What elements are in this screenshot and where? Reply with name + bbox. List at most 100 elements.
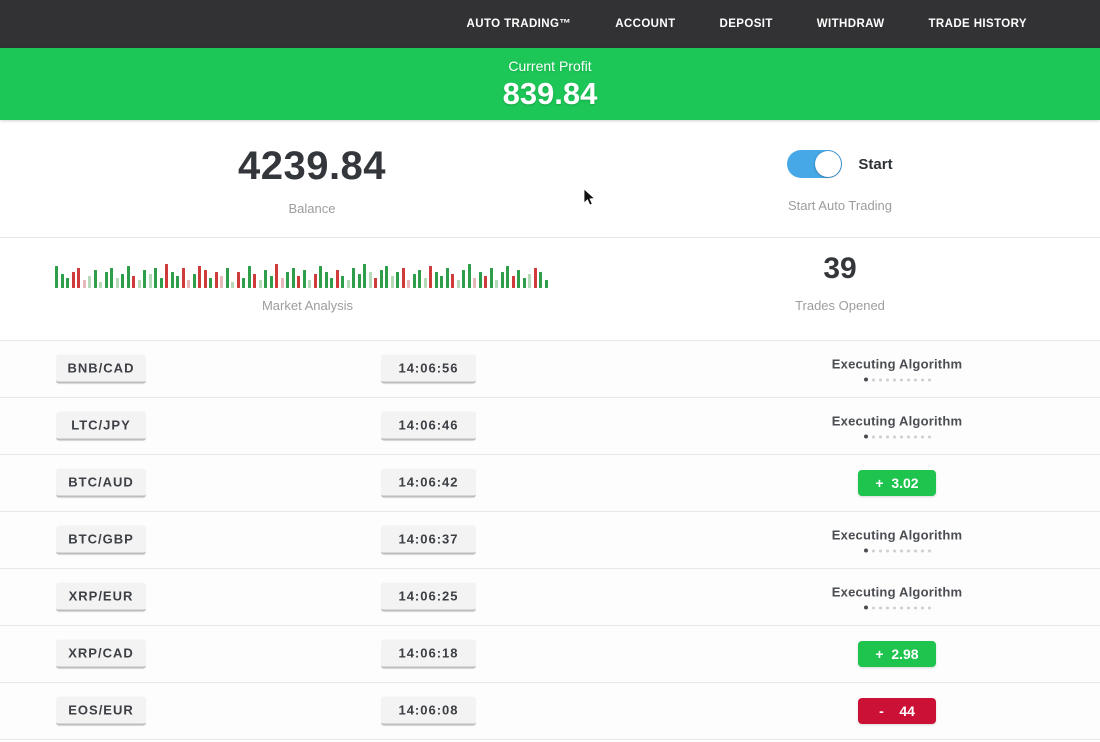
loader-dot: [878, 435, 882, 438]
trade-status: Executing Algorithm: [817, 414, 977, 439]
current-profit-banner: Current Profit 839.84: [0, 48, 1100, 120]
market-bar: [407, 280, 410, 288]
time-chip: 14:06:25: [381, 582, 476, 612]
market-bar: [104, 272, 108, 288]
market-bar: [77, 268, 80, 288]
loader-dot: [920, 549, 924, 552]
market-bar: [500, 272, 504, 288]
time-chip: 14:06:56: [381, 354, 476, 384]
executing-label: Executing Algorithm: [831, 413, 963, 429]
market-bar: [231, 282, 234, 288]
market-bar: [346, 280, 350, 288]
trade-row: XRP/CAD 14:06:18 + 2.98: [0, 626, 1100, 683]
toggle-label: Start: [858, 155, 893, 173]
market-bar: [55, 266, 58, 288]
balance-label: Balance: [288, 201, 336, 216]
market-bar: [462, 270, 465, 288]
loader-dot: [920, 378, 924, 381]
loader-dot: [927, 549, 931, 552]
trades-opened-label: Trades Opened: [795, 298, 885, 313]
loader-dot: [892, 606, 896, 609]
time-chip: 14:06:42: [381, 468, 476, 498]
loader-dot: [899, 435, 903, 438]
trade-row: BNB/CAD 14:06:56 Executing Algorithm: [0, 341, 1100, 398]
market-bar: [478, 272, 482, 288]
loader-dot: [927, 606, 931, 609]
pair-chip: BTC/AUD: [56, 468, 146, 498]
market-bar: [121, 274, 124, 288]
nav-item-trade-history[interactable]: TRADE HISTORY: [928, 18, 1027, 30]
loader-dot: [913, 435, 917, 438]
loader-dot: [906, 606, 910, 609]
loader-dots: [863, 377, 931, 382]
market-bar: [489, 268, 493, 288]
toggle-knob: [815, 151, 842, 177]
trades-opened-value: 39: [823, 252, 857, 285]
loader-dot: [927, 435, 931, 438]
loader-dot: [871, 606, 875, 609]
executing-label: Executing Algorithm: [831, 356, 963, 372]
loader-dots: [863, 548, 931, 553]
market-bar: [214, 272, 218, 288]
time-chip: 14:06:18: [381, 639, 476, 669]
market-bar: [165, 264, 168, 288]
nav-item-withdraw[interactable]: WITHDRAW: [816, 18, 885, 30]
market-bar: [324, 272, 328, 288]
market-section: Market Analysis 39 Trades Opened: [0, 237, 1100, 341]
loader-dot: [863, 605, 868, 610]
nav-item-auto-trading[interactable]: AUTO TRADING™: [466, 18, 572, 30]
market-bar: [319, 266, 322, 288]
trade-status: Executing Algorithm: [817, 357, 977, 382]
market-bar: [390, 276, 394, 288]
loader-dot: [878, 606, 882, 609]
market-bar: [445, 268, 449, 288]
market-bar: [132, 276, 135, 288]
market-bar: [484, 276, 487, 288]
loader-dot: [871, 435, 875, 438]
trade-status: - 44: [817, 698, 977, 724]
market-bar: [539, 272, 542, 288]
market-bar: [93, 270, 97, 288]
loader-dot: [920, 606, 924, 609]
trade-status: Executing Algorithm: [817, 528, 977, 553]
market-bar: [258, 280, 262, 288]
market-bar: [456, 280, 460, 288]
trade-status: Executing Algorithm: [817, 585, 977, 610]
loader-dot: [885, 606, 889, 609]
market-bar: [423, 278, 427, 288]
market-bar: [187, 280, 190, 288]
trade-status: + 2.98: [817, 641, 977, 667]
market-analysis-block: Market Analysis: [55, 260, 560, 313]
market-analysis-chart: [55, 260, 560, 288]
nav-item-deposit[interactable]: DEPOSIT: [719, 18, 773, 30]
market-bar: [434, 272, 438, 288]
market-bar: [418, 270, 421, 288]
loader-dots: [863, 434, 931, 439]
trade-row: EOS/EUR 14:06:08 - 44: [0, 683, 1100, 740]
market-bar: [137, 280, 141, 288]
loader-dot: [892, 378, 896, 381]
nav-item-account[interactable]: ACCOUNT: [615, 18, 676, 30]
loader-dots: [863, 605, 931, 610]
market-bar: [148, 274, 152, 288]
market-bar: [412, 274, 416, 288]
top-navigation: AUTO TRADING™ ACCOUNT DEPOSIT WITHDRAW TRADE…: [0, 0, 1100, 48]
market-bar: [253, 274, 256, 288]
market-bar: [352, 268, 355, 288]
market-bar: [313, 274, 317, 288]
executing-label: Executing Algorithm: [831, 527, 963, 543]
market-bar: [66, 278, 69, 288]
auto-trading-toggle[interactable]: [787, 150, 843, 178]
loss-badge: - 44: [858, 698, 936, 724]
loader-dot: [927, 378, 931, 381]
loader-dot: [878, 378, 882, 381]
market-bar: [220, 276, 223, 288]
market-bar: [363, 264, 366, 288]
market-bar: [225, 268, 229, 288]
market-bar: [533, 268, 537, 288]
market-bar: [198, 266, 201, 288]
trades-list: BNB/CAD 14:06:56 Executing Algorithm LTC/JP…: [0, 341, 1100, 740]
market-bar: [335, 270, 339, 288]
pair-chip: XRP/CAD: [56, 639, 146, 669]
time-chip: 14:06:08: [381, 696, 476, 726]
